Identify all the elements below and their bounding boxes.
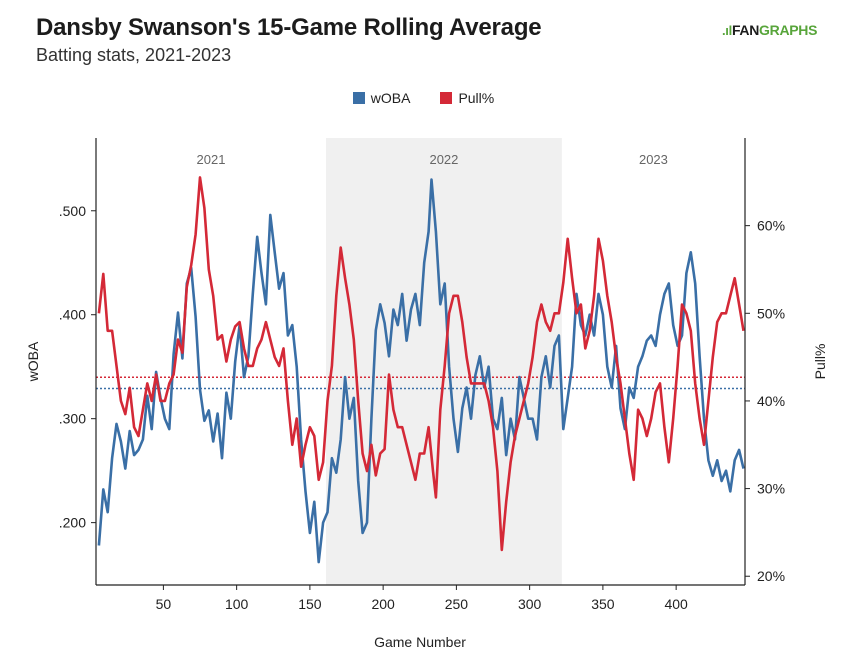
x-tick-label: 100 (225, 596, 249, 612)
y-tick-label: .500 (59, 203, 86, 219)
season-label-2021: 2021 (197, 152, 226, 167)
season-label-2023: 2023 (639, 152, 668, 167)
legend-item-woba: wOBA (352, 90, 411, 106)
series-line-pull (97, 176, 745, 552)
legend-label-pull: Pull% (458, 90, 495, 106)
x-tick-label: 200 (371, 596, 395, 612)
legend-swatch-pull (440, 92, 453, 104)
logo-bars-icon: .ıl (722, 23, 732, 38)
legend-swatch-woba (352, 92, 365, 104)
x-tick-label: 350 (591, 596, 615, 612)
y2-tick-label: 20% (757, 568, 785, 584)
y-tick-label: .300 (59, 411, 86, 427)
x-tick-label: 250 (445, 596, 469, 612)
y2-tick-label: 50% (757, 305, 785, 321)
chart-title: Dansby Swanson's 15-Game Rolling Average (36, 14, 542, 41)
x-tick-label: 300 (518, 596, 542, 612)
season-label-2022: 2022 (429, 152, 458, 167)
y-axis-title: wOBA (25, 341, 41, 382)
x-tick-label: 400 (664, 596, 688, 612)
y2-tick-label: 60% (757, 218, 785, 234)
y-tick-label: .200 (59, 515, 86, 531)
y2-axis-title: Pull% (812, 344, 828, 380)
x-tick-label: 150 (298, 596, 322, 612)
series-line-woba (97, 178, 745, 564)
y2-tick-label: 40% (757, 393, 785, 409)
chart-subtitle: Batting stats, 2021-2023 (36, 45, 232, 65)
y-tick-label: .400 (59, 307, 86, 323)
chart-legend: wOBA Pull% (0, 90, 847, 106)
y2-tick-label: 30% (757, 481, 785, 497)
fangraphs-logo: .ılFANGRAPHS (722, 22, 818, 38)
x-tick-label: 50 (156, 596, 172, 612)
legend-label-woba: wOBA (370, 90, 411, 106)
x-axis-title: Game Number (374, 634, 466, 650)
legend-item-pull: Pull% (440, 90, 494, 106)
